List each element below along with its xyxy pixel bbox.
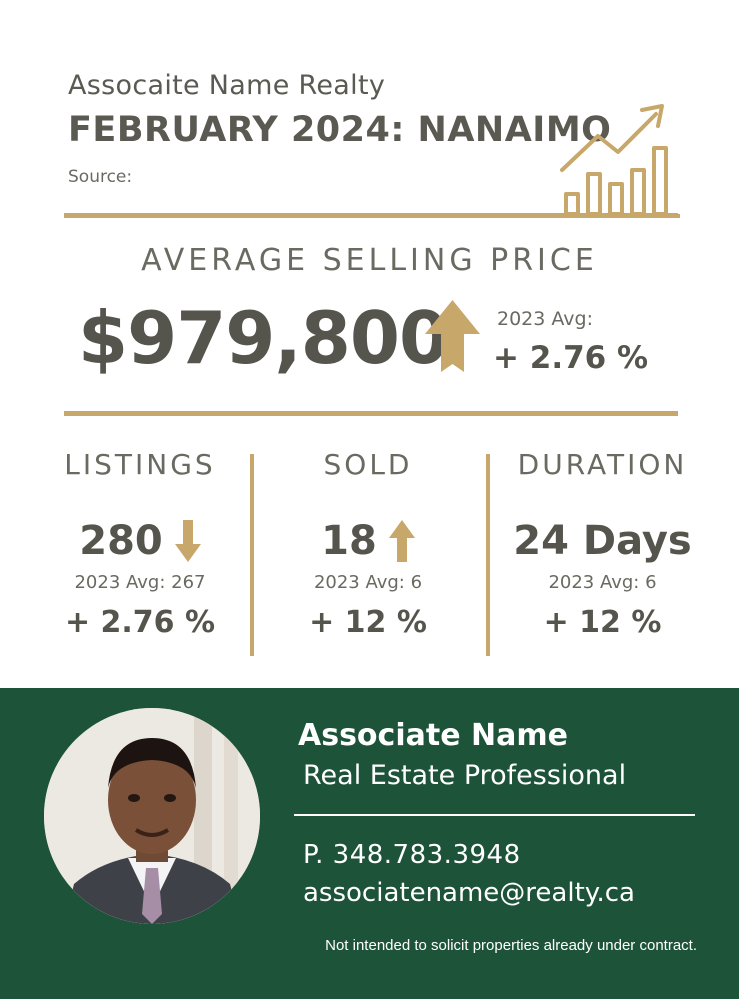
duration-avg: 2023 Avg: 6 xyxy=(548,572,657,593)
arrow-up-icon xyxy=(425,300,480,372)
listings-stat: LISTINGS 280 2023 Avg: 267 + 2.76 % xyxy=(40,448,240,640)
disclaimer: Not intended to solicit properties alrea… xyxy=(325,937,697,954)
listings-change: + 2.76 % xyxy=(64,605,216,640)
average-price-change: + 2.76 % xyxy=(493,340,649,376)
avatar-illustration xyxy=(44,708,260,924)
duration-change: + 12 % xyxy=(543,605,662,640)
average-price-value: $979,800 xyxy=(78,296,449,380)
arrow-down-icon xyxy=(174,520,201,562)
header-divider xyxy=(64,213,678,218)
agent-name: Associate Name xyxy=(298,718,568,753)
listings-title: LISTINGS xyxy=(64,448,216,481)
sold-stat: SOLD 18 2023 Avg: 6 + 12 % xyxy=(268,448,468,640)
average-price-title: AVERAGE SELLING PRICE xyxy=(141,243,598,278)
agent-email[interactable]: associatename@realty.ca xyxy=(303,878,635,908)
duration-title: DURATION xyxy=(517,448,688,481)
market-summary-section: Assocaite Name Realty FEBRUARY 2024: NAN… xyxy=(40,70,705,656)
listings-avg: 2023 Avg: 267 xyxy=(74,572,206,593)
arrow-up-icon xyxy=(388,520,415,562)
growth-chart-icon xyxy=(558,104,680,218)
stats-divider xyxy=(64,411,678,416)
agent-role: Real Estate Professional xyxy=(303,760,627,791)
contact-divider xyxy=(294,814,695,816)
company-name: Assocaite Name Realty xyxy=(68,70,386,101)
sold-change: + 12 % xyxy=(309,605,427,640)
source-label: Source: xyxy=(68,167,133,187)
column-divider xyxy=(250,454,254,656)
sold-avg: 2023 Avg: 6 xyxy=(313,572,423,593)
average-price-avg-label: 2023 Avg: xyxy=(497,308,593,330)
column-divider xyxy=(486,454,490,656)
agent-portrait xyxy=(44,708,260,924)
sold-value: 18 xyxy=(321,518,377,564)
sold-title: SOLD xyxy=(323,448,413,481)
agent-phone[interactable]: P. 348.783.3948 xyxy=(303,840,521,870)
duration-value: 24 Days xyxy=(513,518,692,564)
report-headline: FEBRUARY 2024: NANAIMO xyxy=(68,110,612,150)
duration-stat: DURATION 24 Days 2023 Avg: 6 + 12 % xyxy=(500,448,705,640)
listings-value: 280 xyxy=(79,518,163,564)
